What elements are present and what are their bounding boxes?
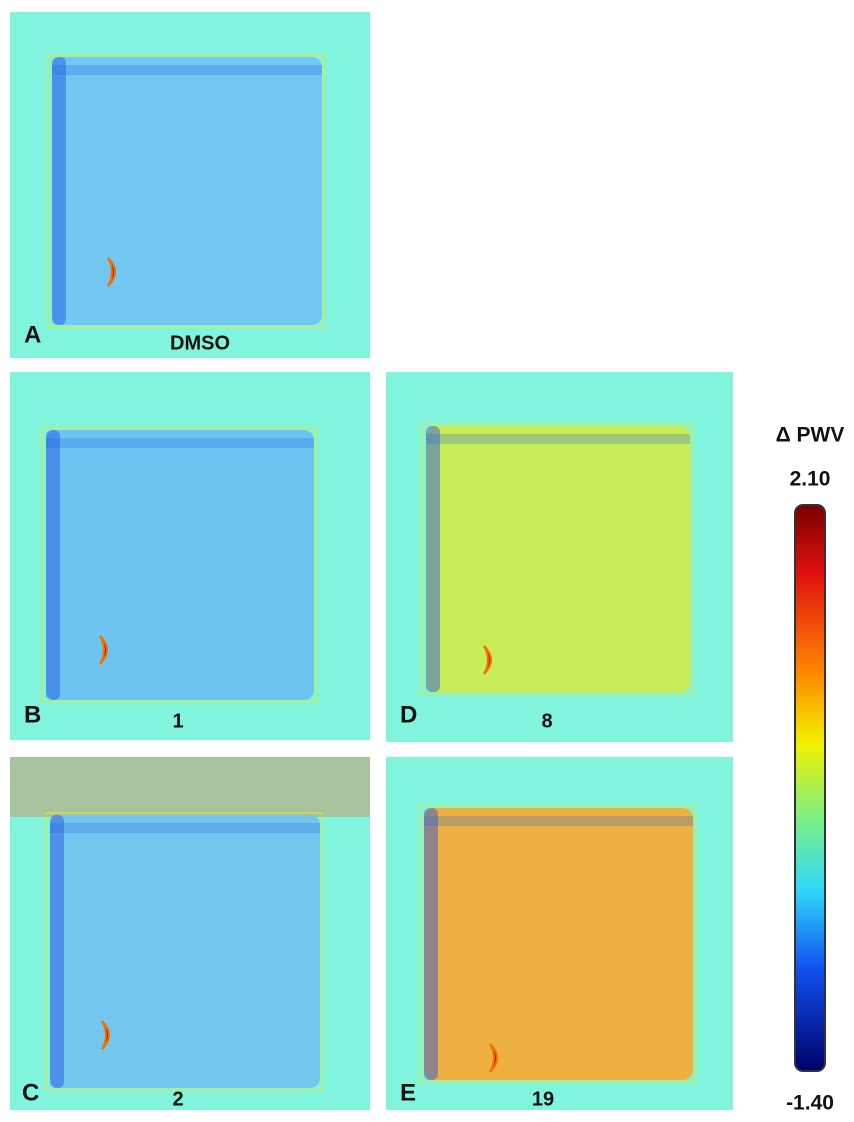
panel-caption: DMSO (170, 332, 230, 354)
sample-area (424, 808, 693, 1080)
panel-letter: C (22, 1079, 39, 1106)
panel-letter: B (24, 701, 41, 728)
top-edge (50, 823, 320, 833)
left-edge (46, 430, 60, 700)
panel-caption: 19 (532, 1088, 554, 1110)
left-edge (426, 426, 440, 692)
noise-band (10, 757, 370, 817)
sample-area (52, 57, 322, 325)
left-edge (52, 57, 66, 325)
colorbar (795, 505, 825, 1071)
colorbar-title: Δ PWV (776, 424, 845, 447)
sample-area (50, 815, 320, 1088)
panel-letter: A (24, 321, 41, 348)
panel-caption: 2 (172, 1088, 183, 1110)
panel: E 19 (386, 757, 733, 1110)
sample-area (46, 430, 314, 700)
top-edge (46, 438, 314, 448)
panel-caption: 8 (541, 710, 552, 732)
panel-caption: 1 (172, 710, 183, 732)
sample-area (426, 426, 690, 692)
top-edge (424, 816, 693, 826)
panel: A DMSO (10, 12, 370, 358)
left-edge (424, 808, 438, 1080)
colorbar-max: 2.10 (790, 468, 831, 491)
top-edge (426, 434, 690, 444)
colorbar-min: -1.40 (786, 1092, 834, 1115)
page: {"panels": [ {"letter": "A", "caption": … (0, 0, 854, 1122)
figure: Δ PWV 2.10 -1.40 ADMSOB1C2D8E19 (0, 0, 854, 1122)
top-edge (52, 65, 322, 75)
panel-letter: E (400, 1079, 416, 1106)
left-edge (50, 815, 64, 1088)
panel-letter: D (400, 701, 417, 728)
